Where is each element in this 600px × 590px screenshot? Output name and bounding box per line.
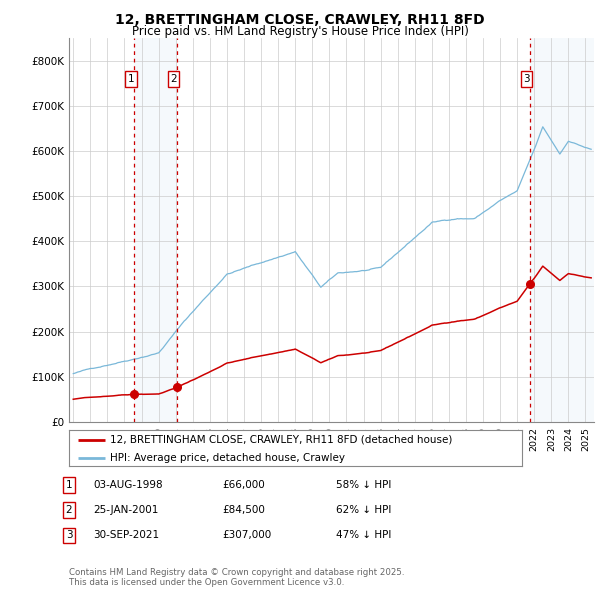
Text: £307,000: £307,000 [222, 530, 271, 540]
Text: 12, BRETTINGHAM CLOSE, CRAWLEY, RH11 8FD: 12, BRETTINGHAM CLOSE, CRAWLEY, RH11 8FD [115, 13, 485, 27]
Text: 2: 2 [65, 505, 73, 515]
Text: 1: 1 [65, 480, 73, 490]
Text: 03-AUG-1998: 03-AUG-1998 [93, 480, 163, 490]
Text: HPI: Average price, detached house, Crawley: HPI: Average price, detached house, Craw… [110, 453, 345, 463]
Text: Contains HM Land Registry data © Crown copyright and database right 2025.
This d: Contains HM Land Registry data © Crown c… [69, 568, 404, 587]
Bar [530, 38, 594, 422]
Text: 3: 3 [523, 74, 530, 84]
Text: 3: 3 [65, 530, 73, 540]
Text: 2: 2 [170, 74, 177, 84]
Text: 62% ↓ HPI: 62% ↓ HPI [336, 505, 391, 515]
Text: 30-SEP-2021: 30-SEP-2021 [93, 530, 159, 540]
Text: 12, BRETTINGHAM CLOSE, CRAWLEY, RH11 8FD (detached house): 12, BRETTINGHAM CLOSE, CRAWLEY, RH11 8FD… [110, 435, 452, 445]
Text: Price paid vs. HM Land Registry's House Price Index (HPI): Price paid vs. HM Land Registry's House … [131, 25, 469, 38]
Text: 1: 1 [128, 74, 134, 84]
Text: 58% ↓ HPI: 58% ↓ HPI [336, 480, 391, 490]
Text: 25-JAN-2001: 25-JAN-2001 [93, 505, 158, 515]
Text: £66,000: £66,000 [222, 480, 265, 490]
Text: £84,500: £84,500 [222, 505, 265, 515]
Text: 47% ↓ HPI: 47% ↓ HPI [336, 530, 391, 540]
Bar [134, 38, 177, 422]
